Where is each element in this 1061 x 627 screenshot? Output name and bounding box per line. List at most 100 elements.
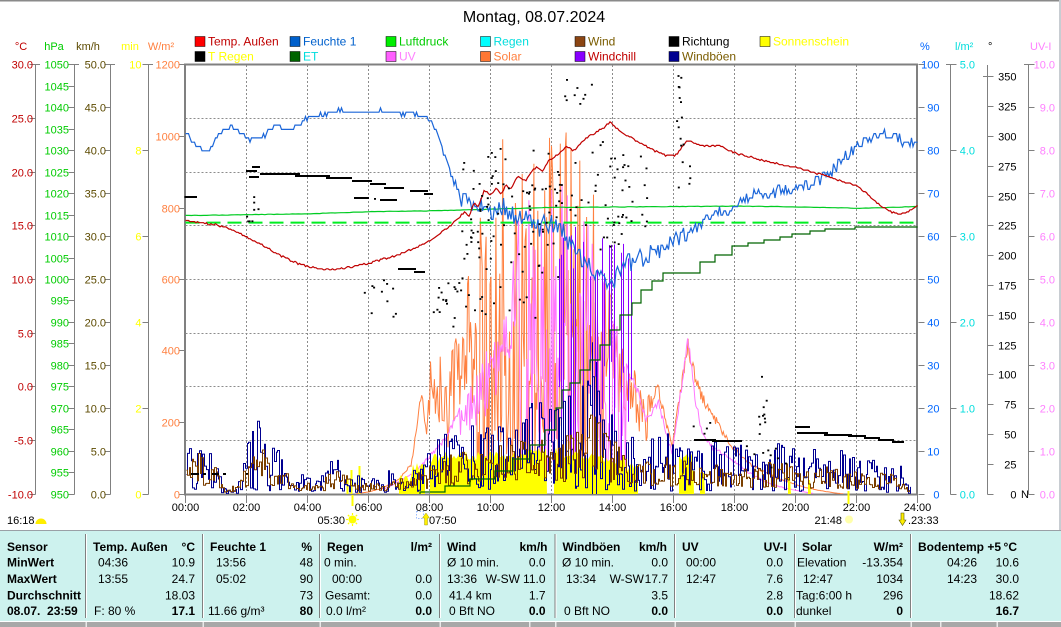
svg-text:0.0: 0.0 — [415, 572, 432, 586]
svg-text:225: 225 — [998, 221, 1016, 233]
svg-text:200: 200 — [162, 418, 180, 430]
svg-text:2: 2 — [135, 404, 141, 416]
svg-text:W/m²: W/m² — [148, 41, 175, 53]
svg-text:20.0: 20.0 — [12, 168, 33, 180]
svg-text:MinWert: MinWert — [7, 556, 54, 570]
svg-text:1.7: 1.7 — [529, 589, 546, 603]
svg-text:50.0: 50.0 — [85, 60, 106, 72]
svg-text:600: 600 — [162, 275, 180, 287]
svg-text:150: 150 — [998, 311, 1016, 323]
svg-text:0.0: 0.0 — [415, 589, 432, 603]
svg-text:0.0: 0.0 — [529, 556, 546, 570]
svg-text:N: N — [1021, 489, 1029, 501]
svg-text:1200: 1200 — [156, 60, 180, 72]
svg-text:04:26: 04:26 — [947, 556, 977, 570]
svg-text:400: 400 — [162, 346, 180, 358]
svg-text:Montag, 08.07.2024: Montag, 08.07.2024 — [463, 9, 605, 26]
svg-text:10.0: 10.0 — [85, 404, 106, 416]
svg-text:14:23: 14:23 — [947, 572, 977, 586]
svg-text:UV: UV — [399, 50, 416, 64]
svg-text:5.0: 5.0 — [18, 329, 33, 341]
svg-text:UV-I: UV-I — [764, 540, 787, 554]
svg-text:UV: UV — [682, 540, 699, 554]
svg-text:40.0: 40.0 — [85, 146, 106, 158]
svg-text:UV-I: UV-I — [1030, 41, 1051, 53]
svg-text:90: 90 — [300, 572, 314, 586]
svg-text:965: 965 — [51, 425, 69, 437]
svg-text:Tag:6:00 h: Tag:6:00 h — [796, 589, 852, 603]
svg-text:-13.354: -13.354 — [862, 556, 903, 570]
svg-text:22:00: 22:00 — [843, 502, 871, 514]
svg-text:970: 970 — [51, 404, 69, 416]
svg-text:25: 25 — [1004, 460, 1016, 472]
svg-text:Windböen: Windböen — [563, 540, 621, 554]
svg-text:Gesamt:: Gesamt: — [325, 589, 370, 603]
svg-text:08:00: 08:00 — [416, 502, 444, 514]
svg-text:Solar: Solar — [802, 540, 832, 554]
svg-text:ET: ET — [303, 50, 319, 64]
svg-text:25.0: 25.0 — [12, 114, 33, 126]
svg-text:48: 48 — [300, 556, 314, 570]
svg-text:2.0: 2.0 — [1040, 404, 1055, 416]
svg-text:985: 985 — [51, 339, 69, 351]
svg-text:30.0: 30.0 — [12, 60, 33, 72]
svg-text:950: 950 — [51, 490, 69, 502]
svg-text:10: 10 — [927, 447, 939, 459]
svg-text:Windchill: Windchill — [588, 50, 636, 64]
svg-text:5.0: 5.0 — [960, 60, 975, 72]
svg-text:250: 250 — [998, 192, 1016, 204]
svg-text:km/h: km/h — [519, 540, 547, 554]
svg-text:0.0: 0.0 — [1040, 490, 1055, 502]
svg-text:18:00: 18:00 — [721, 502, 749, 514]
svg-text:l/m²: l/m² — [955, 41, 974, 53]
svg-text:km/h: km/h — [76, 41, 100, 53]
svg-text:10.0: 10.0 — [1034, 60, 1055, 72]
svg-text:0 Bft NO: 0 Bft NO — [564, 604, 610, 618]
svg-text:17.1: 17.1 — [172, 604, 196, 618]
svg-text:0: 0 — [135, 490, 141, 502]
svg-text:12:47: 12:47 — [686, 572, 716, 586]
svg-text:5.0: 5.0 — [91, 447, 106, 459]
svg-text:800: 800 — [162, 204, 180, 216]
svg-text:8.0: 8.0 — [1040, 146, 1055, 158]
svg-text:10: 10 — [129, 60, 141, 72]
svg-text:Sonnenschein: Sonnenschein — [773, 35, 849, 49]
svg-text:-5.0: -5.0 — [14, 436, 33, 448]
svg-text:0: 0 — [174, 490, 180, 502]
svg-text:Durchschnitt: Durchschnitt — [7, 589, 81, 603]
svg-text:125: 125 — [998, 341, 1016, 353]
svg-text:350: 350 — [998, 72, 1016, 84]
svg-text:3.5: 3.5 — [651, 589, 668, 603]
svg-text:W-SW: W-SW — [486, 572, 521, 586]
svg-text:Windböen: Windböen — [682, 50, 736, 64]
svg-text:0: 0 — [1010, 490, 1016, 502]
svg-text:70: 70 — [927, 189, 939, 201]
svg-text:0.0: 0.0 — [91, 490, 106, 502]
svg-text:0.0: 0.0 — [651, 604, 668, 618]
svg-text:12:47: 12:47 — [803, 572, 833, 586]
svg-text:80: 80 — [300, 604, 314, 618]
svg-text:35.0: 35.0 — [85, 189, 106, 201]
svg-text:100: 100 — [998, 370, 1016, 382]
svg-text:12:00: 12:00 — [538, 502, 566, 514]
svg-text:Ø 10 min.: Ø 10 min. — [562, 556, 614, 570]
svg-text:80: 80 — [927, 146, 939, 158]
svg-text:MaxWert: MaxWert — [7, 572, 57, 586]
svg-text:Richtung: Richtung — [682, 35, 729, 49]
svg-text:25.0: 25.0 — [85, 275, 106, 287]
svg-text:1000: 1000 — [156, 132, 180, 144]
svg-text:W/m²: W/m² — [874, 540, 903, 554]
svg-text:15.0: 15.0 — [85, 361, 106, 373]
svg-text:Wind: Wind — [588, 35, 615, 49]
svg-text:0.0: 0.0 — [766, 604, 783, 618]
svg-text:14:00: 14:00 — [599, 502, 627, 514]
svg-text:4: 4 — [135, 318, 141, 330]
svg-text:10.9: 10.9 — [172, 556, 196, 570]
svg-text:90: 90 — [927, 103, 939, 115]
svg-text:13:55: 13:55 — [98, 572, 128, 586]
svg-text:10.6: 10.6 — [996, 556, 1020, 570]
svg-text:16.7: 16.7 — [996, 604, 1020, 618]
svg-text:24:00: 24:00 — [904, 502, 932, 514]
svg-text:5.0: 5.0 — [1040, 275, 1055, 287]
svg-text:20: 20 — [927, 404, 939, 416]
